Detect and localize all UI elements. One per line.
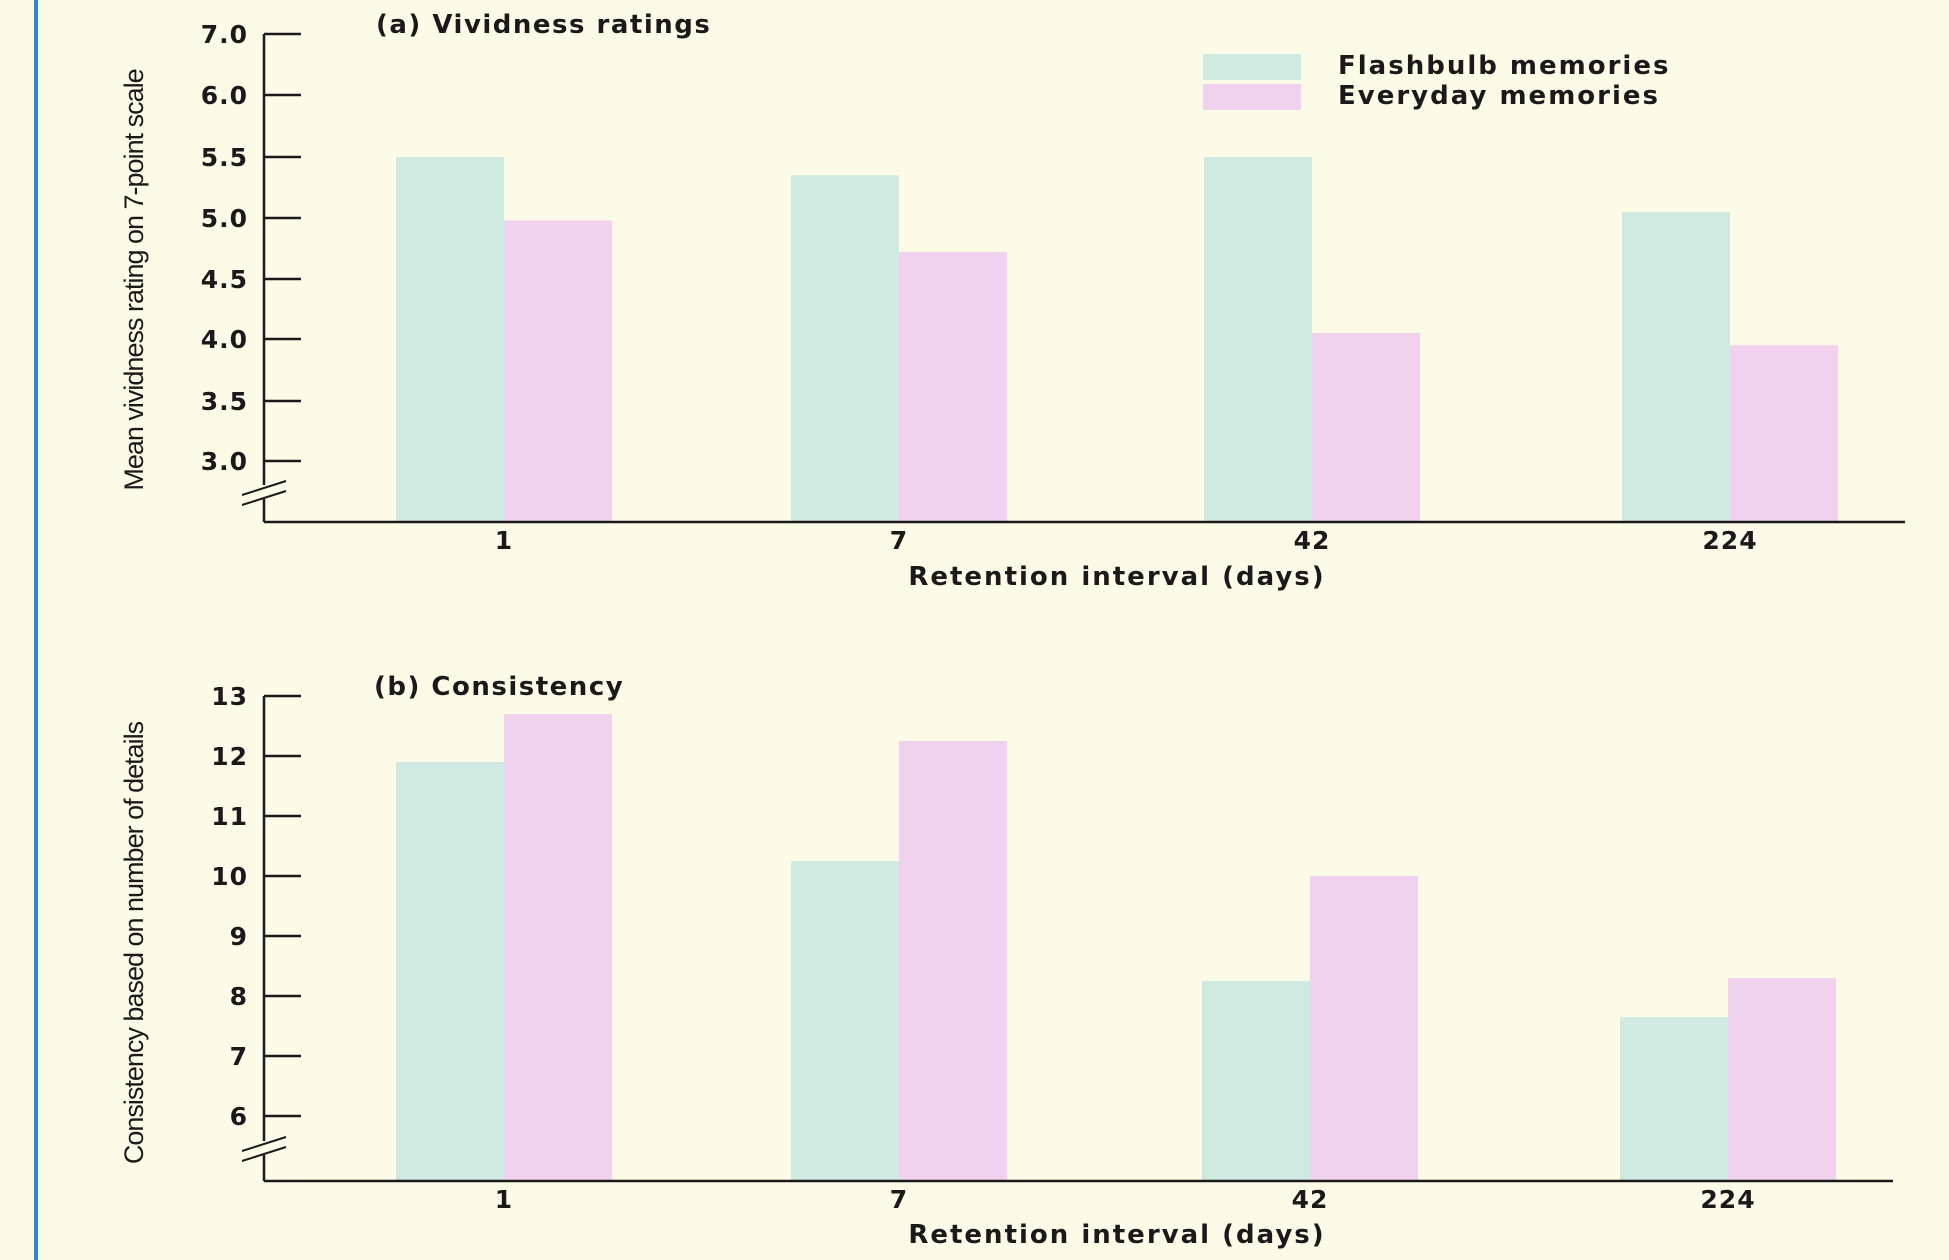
bar-flashbulb-day-42 <box>1202 981 1310 1181</box>
bar-everyday-day-1 <box>504 714 612 1181</box>
x-tick-label: 1 <box>495 526 513 555</box>
page-edge-border <box>0 0 38 1260</box>
x-tick-label: 224 <box>1702 526 1757 555</box>
x-tick-label: 1 <box>495 1185 513 1214</box>
bar-everyday-day-7 <box>899 252 1007 522</box>
bar-flashbulb-day-224 <box>1620 1017 1728 1181</box>
chart-b-title: (b) Consistency <box>374 672 624 702</box>
x-tick-label: 42 <box>1292 1185 1329 1214</box>
chart-a-axis-break <box>241 480 287 506</box>
bar-everyday-day-224 <box>1730 345 1838 522</box>
legend: Flashbulb memories Everyday memories <box>1203 51 1670 111</box>
chart-b-x-ticks: 1 7 42 224 <box>495 1185 1755 1214</box>
chart-a-y-axis-title: Mean vividness rating on 7-point scale <box>119 69 149 490</box>
bar-everyday-day-1 <box>504 220 612 522</box>
x-tick-label: 7 <box>890 1185 908 1214</box>
legend-swatch-flashbulb <box>1203 54 1301 80</box>
chart-b-x-axis-title: Retention interval (days) <box>908 1220 1325 1250</box>
chart-consistency: 13 12 11 10 9 8 7 6 1 7 42 224 (b) Consistency Con… <box>119 672 1893 1250</box>
x-tick-label: 224 <box>1700 1185 1755 1214</box>
y-tick-label: 4.5 <box>201 265 248 294</box>
y-tick-label: 12 <box>211 742 248 771</box>
x-tick-label: 42 <box>1294 526 1331 555</box>
y-tick-label: 9 <box>230 922 248 951</box>
y-tick-label: 5.0 <box>201 204 248 233</box>
bar-flashbulb-day-7 <box>791 861 899 1181</box>
chart-b-bars <box>396 714 1836 1181</box>
chart-a-bars <box>396 157 1838 523</box>
chart-a-x-axis-title: Retention interval (days) <box>908 562 1325 592</box>
chart-vividness-ratings: 7.0 6.0 5.5 5.0 4.5 4.0 3.5 3.0 1 7 42 224 (a) Viv… <box>119 10 1905 592</box>
legend-label-everyday: Everyday memories <box>1338 81 1660 111</box>
bar-flashbulb-day-1 <box>396 157 504 522</box>
chart-a-title: (a) Vividness ratings <box>376 10 711 40</box>
y-tick-label: 7.0 <box>201 20 248 49</box>
chart-b-y-ticks: 13 12 11 10 9 8 7 6 <box>211 682 301 1131</box>
bar-flashbulb-day-224 <box>1622 211 1730 522</box>
bar-everyday-day-42 <box>1310 876 1418 1181</box>
y-tick-label: 6.0 <box>201 81 248 110</box>
bar-everyday-day-224 <box>1728 978 1836 1181</box>
y-tick-label: 10 <box>211 862 248 891</box>
bar-everyday-day-42 <box>1312 333 1420 522</box>
y-tick-label: 8 <box>230 982 248 1011</box>
chart-a-y-ticks: 7.0 6.0 5.5 5.0 4.5 4.0 3.5 3.0 <box>201 20 301 476</box>
bar-flashbulb-day-7 <box>791 175 899 523</box>
x-tick-label: 7 <box>890 526 908 555</box>
bar-everyday-day-7 <box>899 741 1007 1181</box>
y-tick-label: 7 <box>230 1042 248 1071</box>
y-tick-label: 3.5 <box>201 387 248 416</box>
y-tick-label: 5.5 <box>201 143 248 172</box>
bar-flashbulb-day-42 <box>1204 157 1312 522</box>
y-tick-label: 6 <box>230 1102 248 1131</box>
y-tick-label: 13 <box>211 682 248 711</box>
chart-b-axes <box>241 696 1893 1183</box>
chart-a-x-ticks: 1 7 42 224 <box>495 526 1757 555</box>
legend-swatch-everyday <box>1203 84 1301 110</box>
y-tick-label: 3.0 <box>201 447 248 476</box>
chart-b-axis-break <box>241 1136 287 1162</box>
y-tick-label: 4.0 <box>201 325 248 354</box>
legend-label-flashbulb: Flashbulb memories <box>1338 51 1670 81</box>
chart-b-y-axis-title: Consistency based on number of details <box>119 721 149 1164</box>
y-tick-label: 11 <box>211 802 248 831</box>
bar-flashbulb-day-1 <box>396 762 504 1181</box>
